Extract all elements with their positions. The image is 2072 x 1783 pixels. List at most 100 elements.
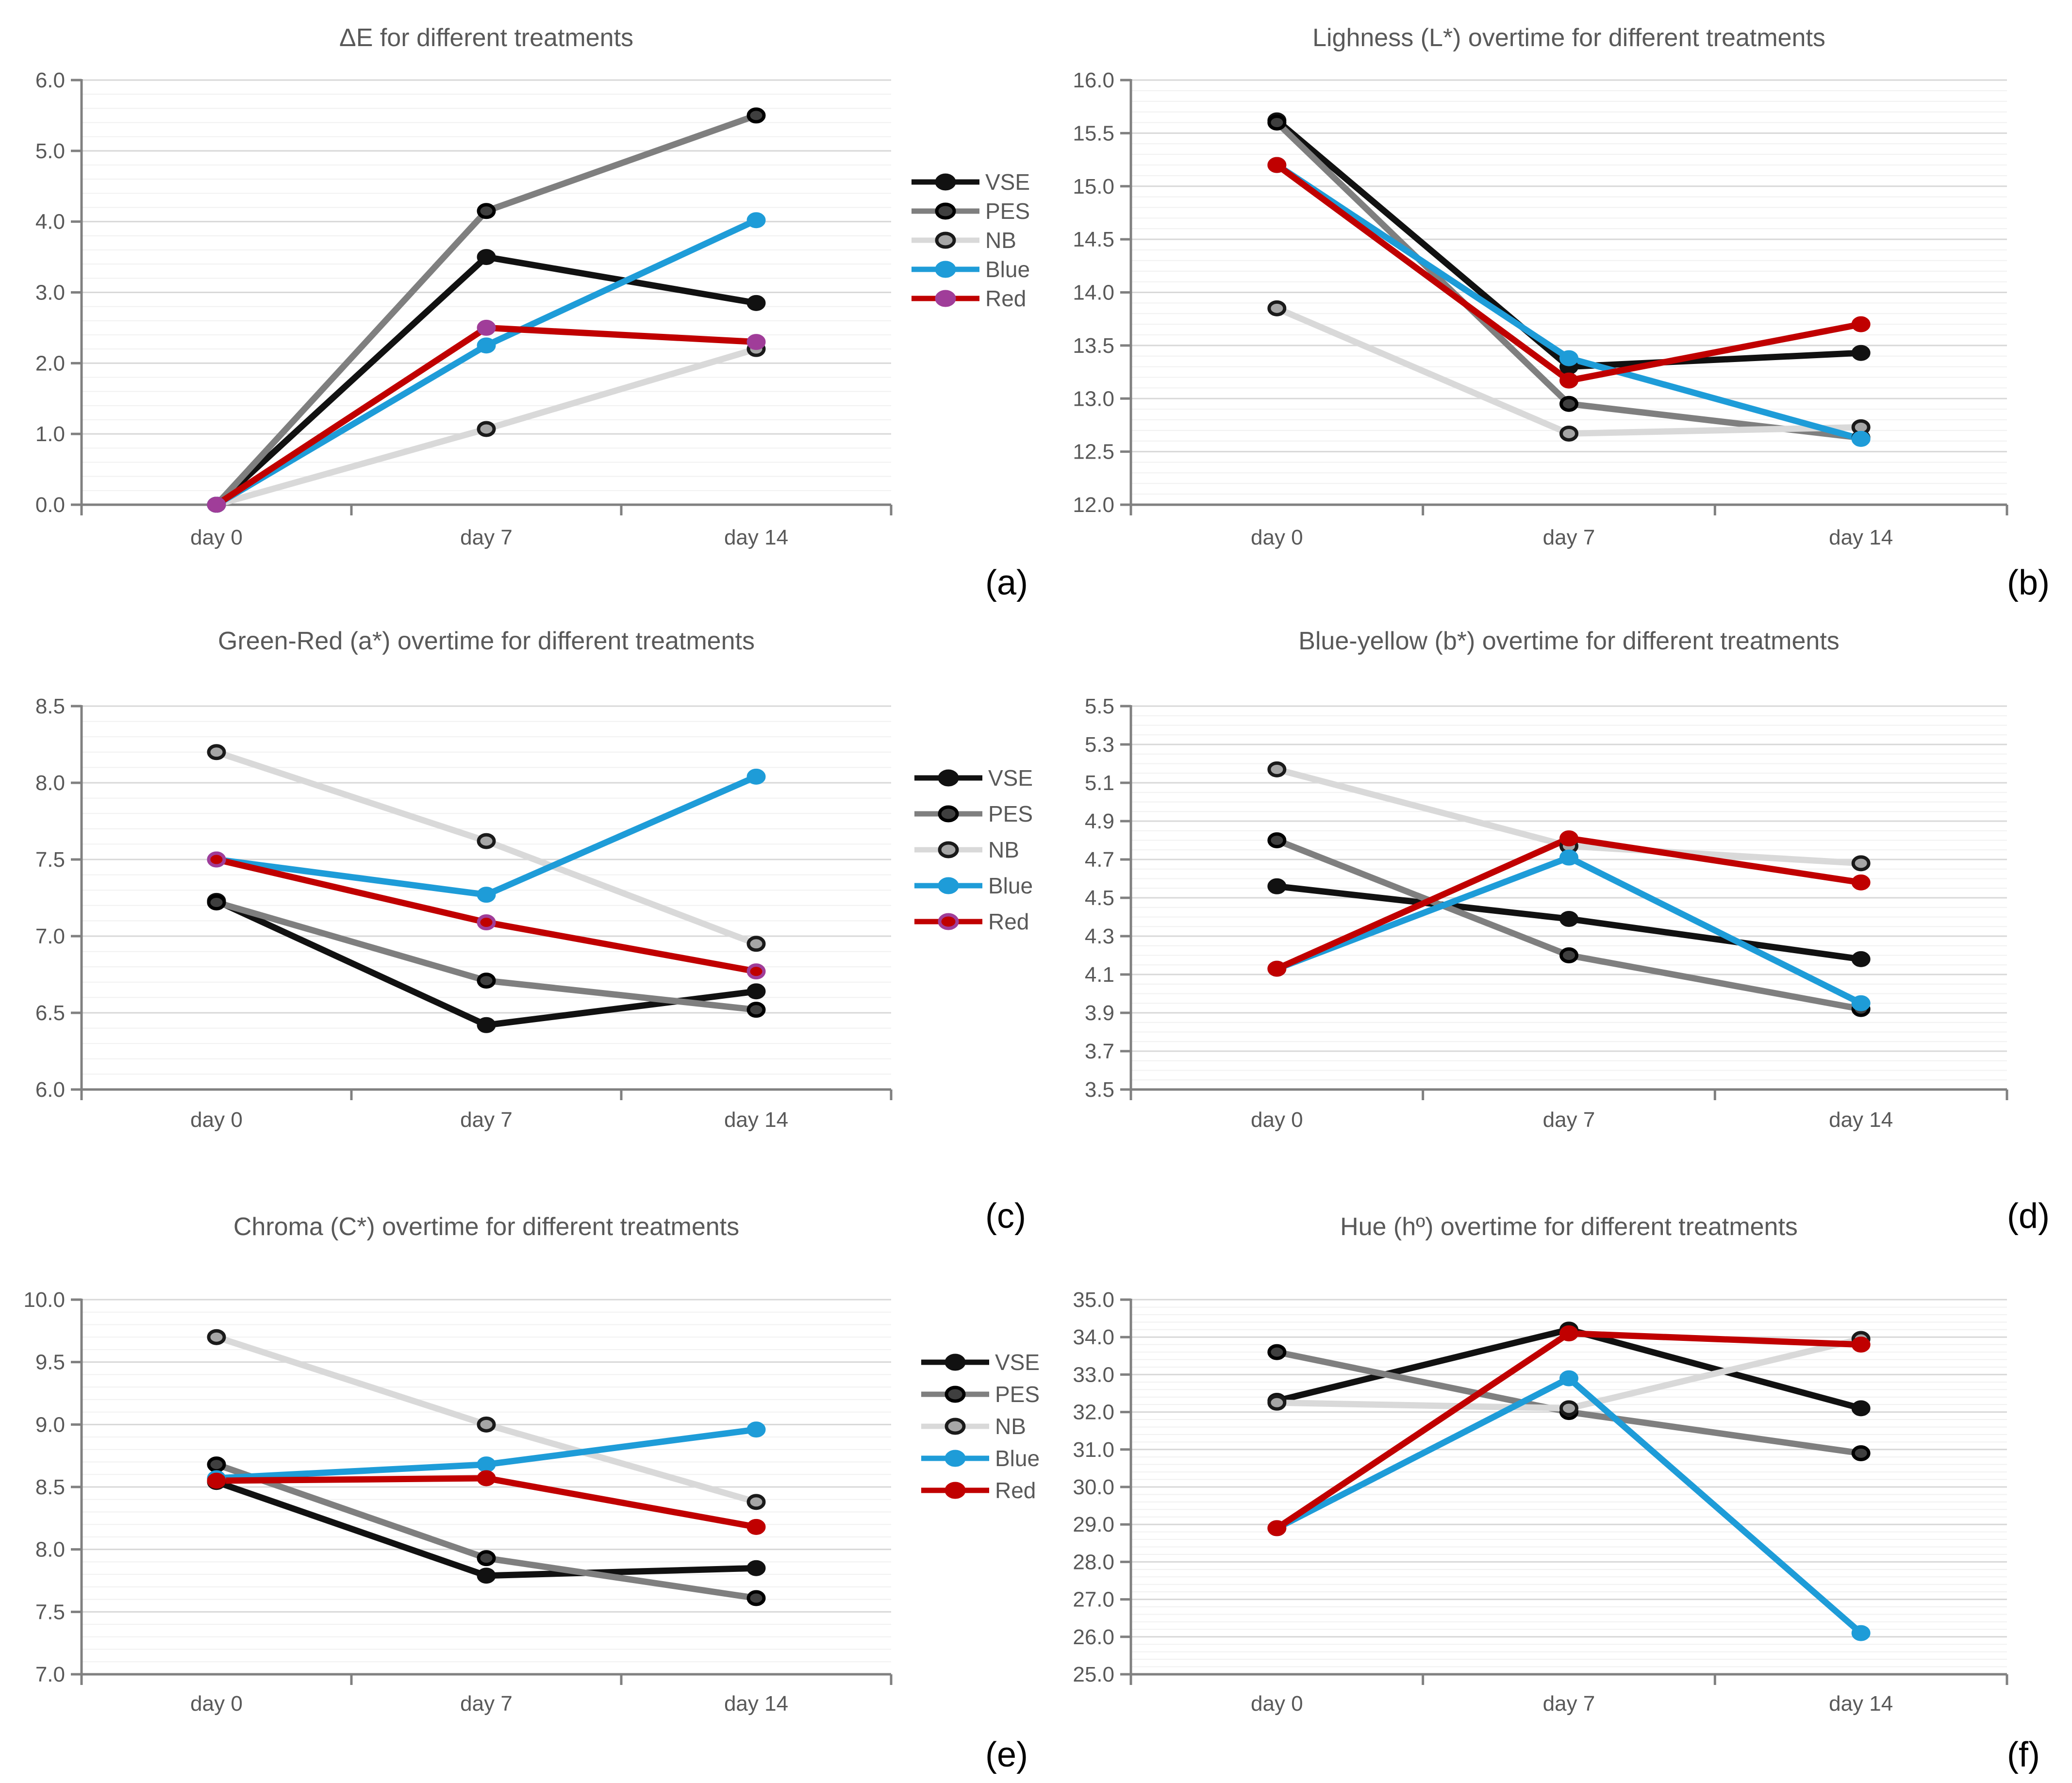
marker-Blue-2 <box>746 1421 766 1438</box>
marker-PES-2 <box>746 1590 766 1606</box>
marker-Red-2 <box>1851 874 1871 891</box>
legend-line-marker-icon <box>921 1482 989 1499</box>
y-axis-label: 4.3 <box>1085 925 1114 948</box>
y-axis-label: 29.0 <box>1073 1513 1114 1536</box>
x-axis-label: day 7 <box>460 526 513 549</box>
x-axis-label: day 14 <box>1829 1108 1893 1132</box>
legend-line-marker-icon <box>921 1354 989 1371</box>
chart-hue: 25.0 26.0 27.0 28.0 29.0 30.0 31.0 32.0 33.0 34.0… <box>1073 1213 2008 1716</box>
series-line-VSE <box>213 254 760 508</box>
legend-item-red: Red <box>911 287 1030 310</box>
y-axis-label: 7.0 <box>35 925 65 948</box>
series-line-VSE <box>1274 117 1864 370</box>
y-axis-label: 16.0 <box>1073 68 1114 92</box>
legend-marker <box>938 913 959 930</box>
legend-row-1: VSE PES NB Blue Red <box>911 171 1030 310</box>
marker-VSE-2 <box>746 1560 766 1576</box>
y-axis-label: 33.0 <box>1073 1363 1114 1387</box>
legend-label: Red <box>995 1478 1036 1503</box>
x-axis-label: day 7 <box>460 1108 513 1132</box>
legend-line-marker-icon <box>921 1418 989 1435</box>
y-axis-label: 4.7 <box>1085 848 1114 872</box>
marker-Red-0 <box>207 496 226 513</box>
y-axis-label: 34.0 <box>1073 1325 1114 1349</box>
marker-Blue-2 <box>1851 1625 1871 1641</box>
legend-label: Blue <box>985 257 1030 282</box>
marker-NB-0 <box>207 1329 226 1345</box>
marker-Red-2 <box>746 1519 766 1535</box>
legend-row-2: VSE PES NB Blue Red <box>913 767 1033 933</box>
y-axis-label: 9.5 <box>35 1351 65 1374</box>
y-axis-label: 13.0 <box>1073 387 1114 411</box>
legend-label: PES <box>995 1382 1040 1407</box>
y-axis-label: 3.5 <box>1085 1078 1114 1102</box>
panel-letter-e: (e) <box>985 1735 1028 1774</box>
marker-Red-1 <box>477 319 496 336</box>
legend-item-blue: Blue <box>913 875 1033 897</box>
marker-Blue-2 <box>1851 430 1871 447</box>
y-axis-label: 7.5 <box>35 1600 65 1624</box>
legend-item-pes: PES <box>911 200 1030 222</box>
marker-NB-1 <box>477 1416 496 1433</box>
legend-item-vse: VSE <box>920 1351 1040 1373</box>
legend-line-marker-icon <box>912 290 979 307</box>
y-axis-label: 7.0 <box>35 1663 65 1686</box>
legend-label: Blue <box>988 873 1033 898</box>
y-axis-label: 14.5 <box>1073 228 1114 251</box>
chart-green-red: 6.0 6.5 7.0 7.5 8.0 8.5 day 0 day 7 day 14 Green-… <box>35 627 893 1132</box>
y-axis-label: 3.7 <box>1085 1040 1114 1063</box>
y-axis-label: 30.0 <box>1073 1475 1114 1499</box>
x-axis-label: day 14 <box>1829 1692 1893 1716</box>
marker-PES-1 <box>477 203 496 219</box>
marker-PES-2 <box>746 107 766 124</box>
marker-NB-1 <box>1559 1400 1578 1417</box>
chart-title: Green-Red (a*) overtime for different tr… <box>218 627 755 655</box>
legend-label: VSE <box>995 1350 1040 1375</box>
y-axis-label: 4.1 <box>1085 963 1114 987</box>
marker-Blue-2 <box>1851 995 1871 1011</box>
marker-VSE-0 <box>1267 878 1287 894</box>
y-axis-label: 25.0 <box>1073 1663 1114 1686</box>
x-axis-label: day 0 <box>1251 1692 1303 1716</box>
legend-item-pes: PES <box>920 1383 1040 1405</box>
x-axis-label: day 14 <box>724 1692 788 1716</box>
panel-letter-c: (c) <box>985 1197 1026 1236</box>
legend-label: NB <box>995 1414 1026 1439</box>
marker-Red-0 <box>1267 1520 1287 1536</box>
legend-marker <box>945 1482 966 1499</box>
marker-Red-1 <box>1559 1325 1578 1341</box>
legend-item-red: Red <box>913 910 1033 933</box>
x-axis-label: day 7 <box>1543 526 1595 549</box>
marker-PES-2 <box>1851 1445 1871 1462</box>
marker-VSE-2 <box>1851 345 1871 361</box>
y-axis-label: 32.0 <box>1073 1401 1114 1424</box>
marker-NB-1 <box>477 833 496 849</box>
chart-title: Chroma (C*) overtime for different treat… <box>233 1213 739 1241</box>
y-axis-label: 28.0 <box>1073 1550 1114 1574</box>
chart-blue-yellow: 3.5 3.7 3.9 4.1 4.3 4.5 4.7 4.9 5.1 5.3 5.5 day 0 da… <box>1085 627 2008 1132</box>
marker-PES-0 <box>1267 115 1287 131</box>
marker-Blue-1 <box>477 887 496 903</box>
x-axis-label: day 7 <box>1543 1108 1595 1132</box>
marker-Red-2 <box>746 963 766 980</box>
y-axis-label: 2.0 <box>35 351 65 375</box>
legend-item-nb: NB <box>920 1415 1040 1437</box>
y-axis-label: 12.5 <box>1073 440 1114 464</box>
legend-marker <box>945 1354 966 1371</box>
chart-chroma: 7.0 7.5 8.0 8.5 9.0 9.5 10.0 day 0 day 7 day 14 Ch… <box>23 1213 893 1716</box>
y-axis-label: 13.5 <box>1073 334 1114 358</box>
legend-marker <box>945 1418 966 1435</box>
marker-Blue-1 <box>1559 1370 1578 1387</box>
legend-marker <box>935 231 956 249</box>
legend-row-3: VSE PES NB Blue Red <box>920 1351 1040 1502</box>
series-line-PES <box>213 112 760 508</box>
marker-VSE-2 <box>1851 1400 1871 1417</box>
x-axis-label: day 14 <box>724 526 788 549</box>
marker-Red-0 <box>207 1472 226 1489</box>
marker-Red-2 <box>1851 1337 1871 1353</box>
legend-marker <box>935 290 956 307</box>
marker-VSE-1 <box>477 1568 496 1584</box>
marker-NB-2 <box>746 1494 766 1510</box>
marker-PES-0 <box>207 894 226 910</box>
legend-item-blue: Blue <box>911 258 1030 281</box>
